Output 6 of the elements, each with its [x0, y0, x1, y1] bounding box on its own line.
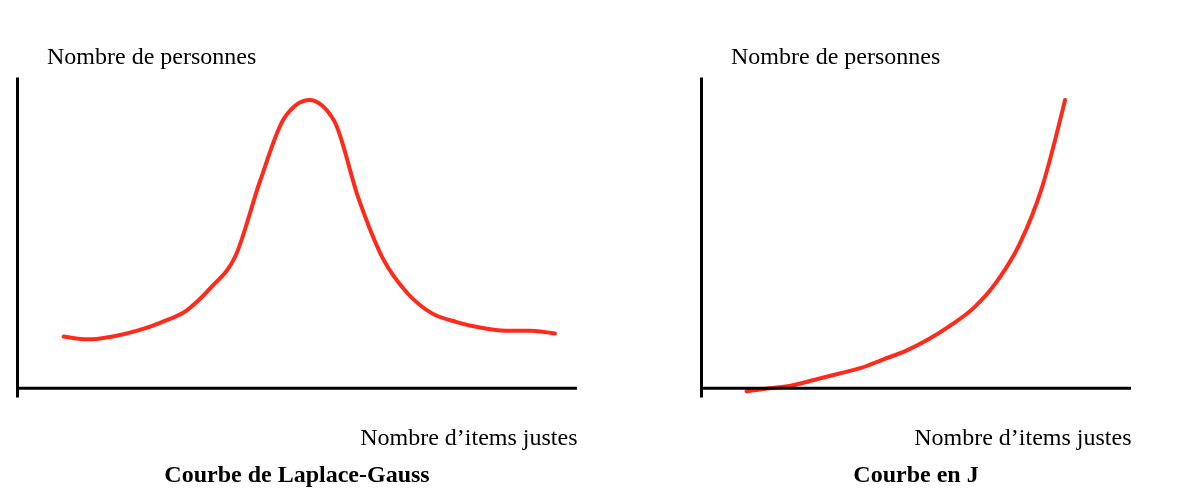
text: Courbe en J [853, 461, 979, 487]
y-axis-title: Nombre de personnes [731, 43, 941, 69]
y-axis-title: Nombre de personnes [47, 43, 257, 69]
x-axis-title: Nombre d’items justes [360, 423, 578, 450]
text: Courbe de Laplace-Gauss [164, 461, 430, 487]
x-axis-title: Nombre d’items justes [914, 423, 1132, 450]
